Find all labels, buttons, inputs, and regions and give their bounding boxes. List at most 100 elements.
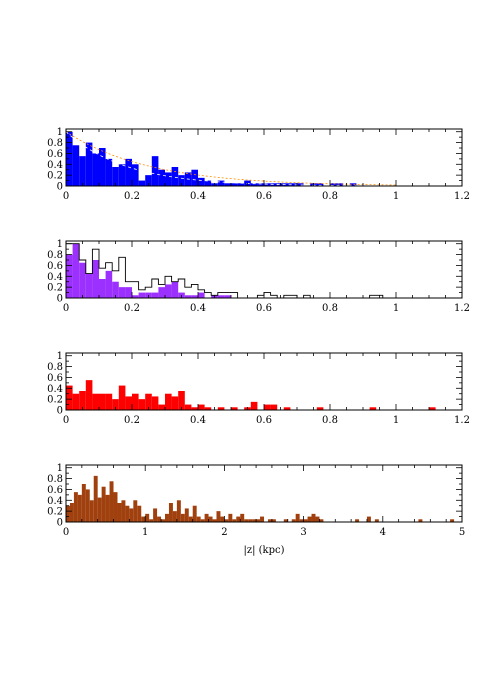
- histogram-bar: [93, 475, 98, 522]
- x-tick-label: 0: [63, 415, 69, 426]
- histogram-bar: [132, 295, 139, 298]
- histogram-bar: [204, 407, 212, 410]
- histogram-bar: [165, 513, 169, 522]
- histogram-bar: [151, 396, 159, 410]
- histogram-bar: [125, 505, 130, 522]
- histogram-bar: [283, 519, 288, 522]
- y-tick-label: 0: [57, 294, 63, 305]
- histogram-bar: [295, 513, 300, 522]
- histogram-bar: [297, 183, 304, 186]
- histogram-bar: [224, 295, 231, 298]
- histogram-bar: [138, 180, 146, 186]
- histogram-bar: [92, 153, 99, 186]
- histogram-bar: [198, 404, 205, 410]
- histogram-bar: [184, 404, 192, 410]
- histogram-bar: [165, 172, 172, 186]
- histogram-bar: [85, 489, 90, 522]
- histogram-bar: [204, 180, 212, 186]
- histogram-bar: [216, 511, 221, 522]
- histogram-bar: [153, 508, 158, 522]
- histogram-bar: [145, 513, 150, 522]
- histogram-bar: [299, 519, 304, 522]
- histogram-bar: [283, 183, 291, 186]
- histogram-bar: [319, 519, 324, 522]
- y-tick-label: 0.2: [47, 395, 63, 406]
- histogram-bar: [158, 169, 165, 186]
- histogram-bar: [252, 519, 257, 522]
- y-tick-label: 1: [57, 127, 63, 138]
- x-tick-label: 2: [221, 527, 227, 538]
- histogram-bar: [264, 404, 271, 410]
- histogram-bar: [237, 183, 245, 186]
- histogram-bar: [450, 519, 455, 522]
- histogram-bar: [145, 175, 152, 186]
- x-tick-label: 1: [142, 527, 148, 538]
- histogram-bar: [204, 513, 209, 522]
- y-tick-label: 0.2: [47, 171, 63, 182]
- y-tick-label: 1: [57, 239, 63, 250]
- x-tick-label: 1.2: [454, 415, 470, 426]
- histogram-bar: [184, 508, 189, 522]
- histogram-bar: [73, 492, 78, 522]
- histogram-bar: [69, 503, 74, 522]
- histogram-bar: [232, 519, 237, 522]
- x-tick-label: 0.4: [190, 303, 206, 314]
- x-tick-label: 0.6: [256, 191, 272, 202]
- histogram-bar: [149, 519, 154, 522]
- histogram-bar: [89, 500, 94, 522]
- histogram-bar: [208, 516, 213, 522]
- histogram-bar: [112, 167, 119, 186]
- histogram-bar: [99, 148, 106, 186]
- histogram-bar: [66, 131, 73, 186]
- histogram-bar: [158, 287, 165, 298]
- histogram-bar: [109, 481, 114, 522]
- histogram-bar: [72, 243, 80, 298]
- x-tick-label: 0.6: [256, 415, 272, 426]
- histogram-bar: [355, 519, 360, 522]
- histogram-outline: [65, 243, 384, 299]
- histogram-bar: [250, 401, 258, 410]
- x-tick-label: 0.2: [124, 415, 140, 426]
- histogram-bar: [118, 385, 126, 410]
- histogram-bar: [248, 519, 253, 522]
- histogram-bar: [188, 516, 193, 522]
- histogram-bar: [196, 516, 201, 522]
- histogram-bar: [85, 142, 93, 186]
- y-tick-label: 0.8: [47, 474, 63, 485]
- histogram-bar: [315, 516, 320, 522]
- histogram-bar: [99, 393, 106, 410]
- y-tick-label: 1: [57, 463, 63, 474]
- histogram-bar: [192, 505, 197, 522]
- fit-curve: [65, 131, 397, 186]
- histogram-bar: [151, 156, 159, 186]
- histogram-bar: [224, 519, 229, 522]
- histogram-bar: [418, 519, 423, 522]
- histogram-bar: [165, 284, 172, 298]
- histogram-bar: [316, 407, 324, 410]
- histogram-bar: [151, 292, 159, 298]
- histogram-bar: [138, 399, 146, 410]
- y-tick-label: 0.6: [47, 485, 63, 496]
- histogram-bar: [257, 183, 264, 186]
- histogram-bar: [256, 519, 261, 522]
- y-tick-label: 0.8: [47, 138, 63, 149]
- histogram-bar: [171, 396, 179, 410]
- histogram-bar: [231, 407, 238, 410]
- histogram-bar: [85, 380, 93, 410]
- x-tick-label: 0.4: [190, 191, 206, 202]
- histogram-bar: [270, 183, 278, 186]
- histogram-bar: [66, 385, 73, 410]
- histogram-bar: [236, 516, 241, 522]
- histogram-bar: [72, 393, 80, 410]
- histogram-bar: [228, 513, 233, 522]
- histogram-bar: [145, 393, 152, 410]
- histogram-bar: [171, 281, 179, 298]
- histogram-bar: [137, 505, 142, 522]
- histogram-bar: [178, 175, 185, 186]
- histogram-bar: [366, 516, 371, 522]
- histogram-bar: [125, 396, 132, 410]
- histogram-bar: [79, 262, 86, 298]
- histogram-bar: [200, 519, 205, 522]
- y-tick-label: 0: [57, 182, 63, 193]
- histogram-bar: [113, 492, 118, 522]
